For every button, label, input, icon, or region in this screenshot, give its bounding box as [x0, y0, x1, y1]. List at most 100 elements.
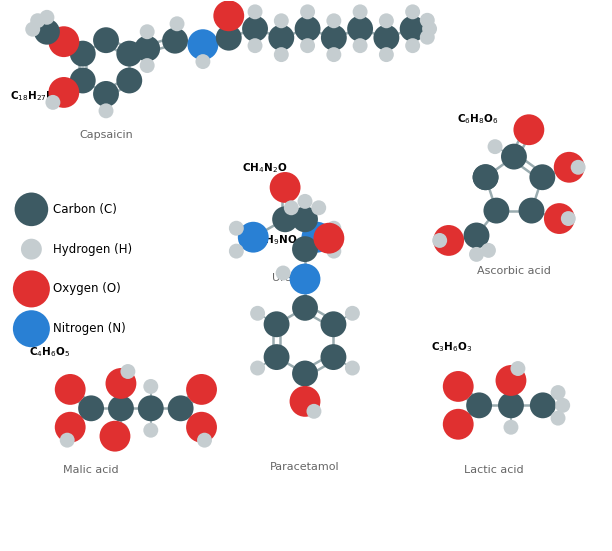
Circle shape [292, 360, 318, 386]
Circle shape [60, 433, 75, 447]
Circle shape [501, 144, 527, 170]
Circle shape [229, 221, 244, 236]
Text: CH$_4$N$_2$O: CH$_4$N$_2$O [242, 161, 288, 175]
Circle shape [275, 266, 291, 280]
Circle shape [105, 368, 136, 399]
Circle shape [555, 398, 570, 413]
Circle shape [99, 104, 113, 118]
Circle shape [498, 392, 524, 418]
Circle shape [443, 371, 474, 402]
Circle shape [197, 433, 212, 447]
Circle shape [216, 25, 242, 51]
Circle shape [214, 1, 244, 31]
Circle shape [469, 247, 484, 262]
Circle shape [134, 36, 160, 62]
Circle shape [39, 10, 54, 25]
Circle shape [143, 379, 159, 394]
Circle shape [30, 13, 45, 28]
Circle shape [121, 364, 135, 379]
Circle shape [45, 95, 61, 110]
Circle shape [187, 29, 218, 60]
Circle shape [34, 19, 60, 45]
Circle shape [248, 4, 263, 19]
Circle shape [420, 13, 435, 28]
Circle shape [116, 68, 142, 94]
Circle shape [472, 164, 499, 190]
Circle shape [186, 412, 217, 442]
Circle shape [229, 244, 244, 258]
Text: Nitrogen (N): Nitrogen (N) [53, 322, 126, 335]
Circle shape [168, 396, 193, 422]
Text: Lactic acid: Lactic acid [465, 465, 524, 475]
Circle shape [54, 412, 86, 442]
Circle shape [302, 222, 332, 252]
Circle shape [544, 203, 575, 234]
Circle shape [15, 192, 48, 226]
Circle shape [248, 38, 263, 53]
Circle shape [321, 311, 346, 337]
Circle shape [551, 385, 565, 400]
Circle shape [504, 420, 518, 435]
Circle shape [292, 207, 318, 232]
Circle shape [353, 38, 368, 53]
Circle shape [264, 344, 289, 370]
Circle shape [379, 13, 394, 28]
Circle shape [466, 392, 492, 418]
Circle shape [100, 421, 130, 452]
Circle shape [422, 21, 437, 36]
Circle shape [483, 198, 509, 224]
Circle shape [326, 244, 341, 258]
Circle shape [70, 41, 95, 67]
Circle shape [488, 139, 502, 154]
Circle shape [70, 68, 95, 94]
Circle shape [326, 47, 341, 62]
Circle shape [272, 207, 298, 232]
Circle shape [529, 164, 555, 190]
Circle shape [321, 25, 347, 51]
Circle shape [472, 164, 499, 190]
Circle shape [345, 306, 360, 321]
Circle shape [138, 396, 164, 422]
Circle shape [264, 311, 289, 337]
Circle shape [48, 77, 80, 108]
Circle shape [326, 13, 341, 28]
Circle shape [433, 225, 464, 256]
Circle shape [551, 410, 565, 425]
Circle shape [292, 236, 318, 262]
Circle shape [379, 47, 394, 62]
Circle shape [554, 152, 584, 183]
Circle shape [269, 25, 294, 51]
Text: C$_4$H$_6$O$_5$: C$_4$H$_6$O$_5$ [29, 345, 70, 359]
Circle shape [510, 361, 525, 376]
Text: C$_{18}$H$_{27}$NO$_3$: C$_{18}$H$_{27}$NO$_3$ [10, 89, 69, 102]
Circle shape [513, 114, 544, 145]
Circle shape [530, 392, 556, 418]
Circle shape [289, 386, 321, 417]
Circle shape [292, 295, 318, 321]
Circle shape [238, 222, 269, 252]
Text: C$_6$H$_8$O$_6$: C$_6$H$_8$O$_6$ [457, 112, 499, 126]
Circle shape [432, 233, 447, 248]
Circle shape [48, 26, 80, 57]
Circle shape [284, 201, 299, 215]
Text: Urea: Urea [272, 273, 298, 283]
Circle shape [93, 27, 119, 53]
Text: Oxygen (O): Oxygen (O) [53, 283, 121, 295]
Circle shape [313, 223, 345, 253]
Circle shape [312, 201, 326, 215]
Circle shape [571, 160, 586, 175]
Circle shape [113, 423, 129, 437]
Circle shape [140, 24, 155, 39]
Circle shape [93, 81, 119, 107]
Circle shape [294, 16, 321, 42]
Circle shape [170, 17, 184, 31]
Circle shape [463, 223, 490, 249]
Circle shape [420, 30, 435, 45]
Circle shape [289, 263, 321, 294]
Circle shape [242, 16, 268, 42]
Text: C$_3$H$_6$O$_3$: C$_3$H$_6$O$_3$ [431, 341, 472, 354]
Circle shape [250, 360, 265, 375]
Circle shape [481, 243, 496, 258]
Circle shape [345, 360, 360, 375]
Circle shape [307, 404, 321, 419]
